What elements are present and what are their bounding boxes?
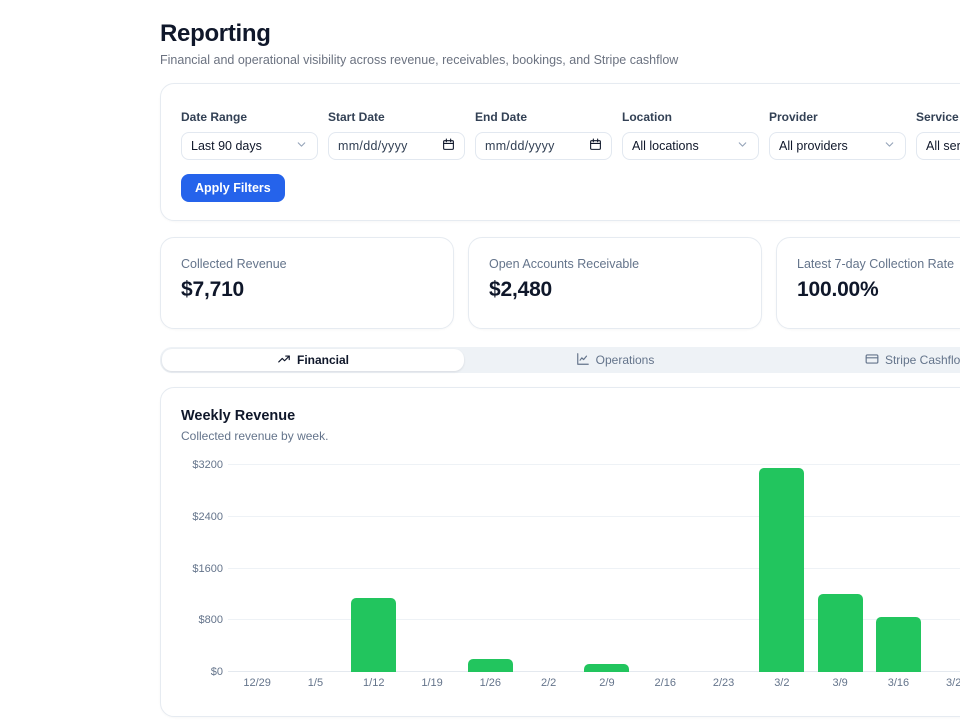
tab-label: Stripe Cashflow [885,353,960,367]
service-value: All services [926,139,960,153]
start-date-placeholder: mm/dd/yyyy [338,139,408,153]
revenue-bar-3-16 [876,617,921,672]
chevron-down-icon [736,138,749,154]
page-title: Reporting [160,20,960,48]
x-tick-label: 1/12 [345,677,403,689]
chevron-down-icon [295,138,308,154]
y-tick-label: $3200 [181,458,223,472]
start-date-input[interactable]: mm/dd/yyyy [328,132,465,160]
date-range-field: Date Range Last 90 days [181,110,318,160]
chart-bars [228,465,960,672]
end-date-input[interactable]: mm/dd/yyyy [475,132,612,160]
calendar-icon[interactable] [442,138,455,154]
x-tick-label: 2/23 [694,677,752,689]
calendar-icon[interactable] [589,138,602,154]
stat-value: $7,710 [181,278,433,302]
x-tick-label: 3/23 [928,677,960,689]
x-tick-label: 3/16 [869,677,927,689]
y-tick-label: $0 [181,665,223,679]
provider-value: All providers [779,139,848,153]
stat-label: Collected Revenue [181,257,433,271]
weekly-revenue-chart: $0 $800 $1600 $2400 $3200 12/291/51/121/191/… [181,455,960,695]
line-chart-icon [576,352,590,369]
start-date-label: Start Date [328,110,465,124]
y-tick-label: $1600 [181,562,223,576]
chart-title: Weekly Revenue [181,408,960,424]
stat-card-collection-rate: Latest 7-day Collection Rate 100.00% [776,237,960,329]
location-value: All locations [632,139,699,153]
date-range-select[interactable]: Last 90 days [181,132,318,160]
revenue-bar-1-26 [468,659,513,672]
chart-subtitle: Collected revenue by week. [181,429,960,443]
credit-card-icon [865,352,879,369]
revenue-bar-3-9 [818,594,863,672]
provider-label: Provider [769,110,906,124]
service-field: Service All services [916,110,960,160]
date-range-label: Date Range [181,110,318,124]
x-tick-label: 2/9 [578,677,636,689]
x-tick-label: 1/26 [461,677,519,689]
tab-label: Financial [297,353,349,367]
start-date-field: Start Date mm/dd/yyyy [328,110,465,160]
stat-value: $2,480 [489,278,741,302]
stat-card-open-receivable: Open Accounts Receivable $2,480 [468,237,762,329]
x-tick-label: 2/16 [636,677,694,689]
date-range-value: Last 90 days [191,139,262,153]
stat-label: Latest 7-day Collection Rate [797,257,960,271]
main-content: Reporting Financial and operational visi… [160,0,960,717]
end-date-placeholder: mm/dd/yyyy [485,139,555,153]
stat-card-collected-revenue: Collected Revenue $7,710 [160,237,454,329]
x-tick-label: 1/5 [286,677,344,689]
tab-operations[interactable]: Operations [464,349,766,371]
stat-value: 100.00% [797,278,960,302]
provider-field: Provider All providers [769,110,906,160]
x-tick-label: 3/9 [811,677,869,689]
chart-x-axis: 12/291/51/121/191/262/22/92/162/233/23/9… [228,677,960,693]
service-select[interactable]: All services [916,132,960,160]
filter-row: Date Range Last 90 days Start Date mm/dd… [181,110,960,160]
trending-up-icon [277,352,291,369]
provider-select[interactable]: All providers [769,132,906,160]
location-label: Location [622,110,759,124]
page-subtitle: Financial and operational visibility acr… [160,53,960,67]
weekly-revenue-card: Weekly Revenue Collected revenue by week… [160,387,960,717]
location-select[interactable]: All locations [622,132,759,160]
end-date-label: End Date [475,110,612,124]
tab-label: Operations [596,353,655,367]
chevron-down-icon [883,138,896,154]
revenue-bar-1-12 [351,598,396,672]
revenue-bar-2-9 [584,664,629,672]
x-tick-label: 12/29 [228,677,286,689]
apply-filters-button[interactable]: Apply Filters [181,174,285,202]
service-label: Service [916,110,960,124]
tab-financial[interactable]: Financial [162,349,464,371]
tab-stripe-cashflow[interactable]: Stripe Cashflow [766,349,960,371]
stat-label: Open Accounts Receivable [489,257,741,271]
x-tick-label: 3/2 [753,677,811,689]
filters-card: Date Range Last 90 days Start Date mm/dd… [160,83,960,221]
end-date-field: End Date mm/dd/yyyy [475,110,612,160]
x-tick-label: 2/2 [520,677,578,689]
revenue-bar-3-2 [759,468,804,672]
y-tick-label: $800 [181,613,223,627]
location-field: Location All locations [622,110,759,160]
stats-grid: Collected Revenue $7,710 Open Accounts R… [160,237,960,329]
x-tick-label: 1/19 [403,677,461,689]
y-tick-label: $2400 [181,510,223,524]
report-tabs: Financial Operations Stripe Cashflow [160,347,960,373]
